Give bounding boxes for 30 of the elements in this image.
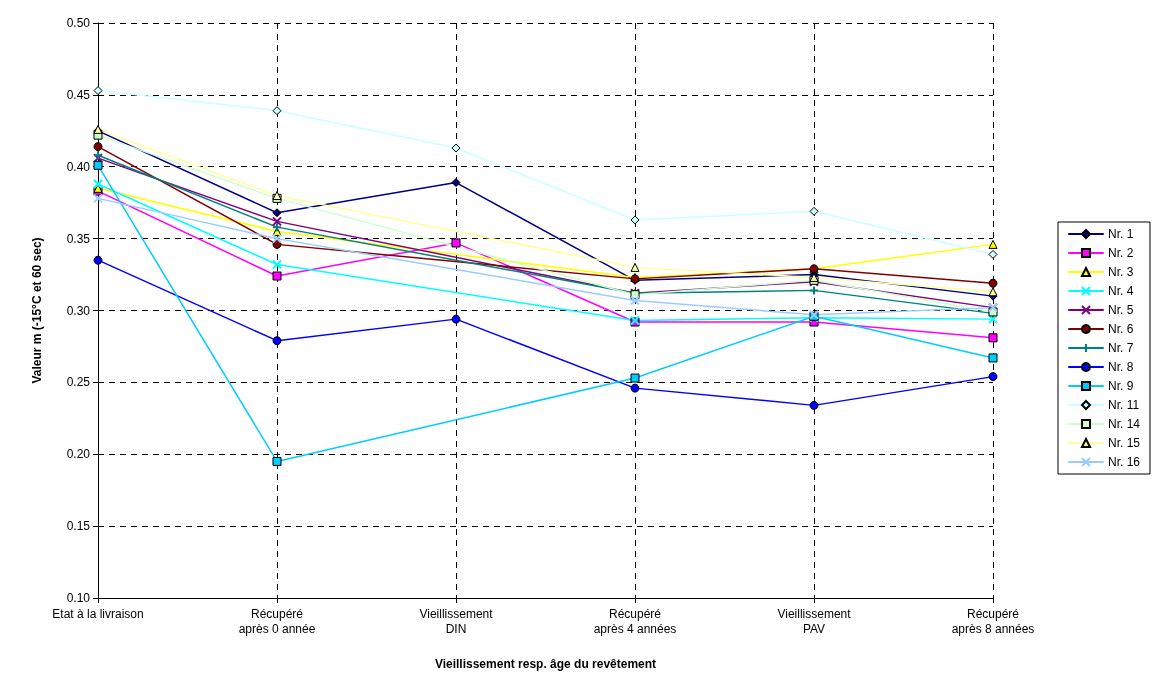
y-tick-label: 0.20: [66, 447, 91, 462]
x-tick-label: Vieillissement PAV: [777, 606, 852, 636]
legend-label: Nr. 14: [1107, 417, 1141, 431]
x-tick-label: Récupéré après 8 années: [951, 606, 1035, 636]
legend-label: Nr. 5: [1107, 303, 1134, 317]
y-tick-label: 0.25: [66, 375, 91, 390]
x-tick-label: Récupéré après 4 années: [593, 606, 677, 636]
x-tick-label: Vieillissement DIN: [419, 606, 494, 636]
y-axis-title: Valeur m (-15°C et 60 sec): [30, 237, 44, 384]
legend-label: Nr. 4: [1107, 284, 1134, 298]
legend-label: Nr. 15: [1107, 436, 1141, 450]
legend-label: Nr. 9: [1107, 379, 1134, 393]
legend-label: Nr. 7: [1107, 341, 1134, 355]
x-tick-label: Etat à la livraison: [52, 606, 144, 621]
x-tick-label: Récupéré après 0 année: [238, 606, 316, 636]
y-tick-label: 0.45: [66, 87, 91, 102]
legend-label: Nr. 11: [1107, 398, 1140, 412]
y-tick-label: 0.35: [66, 231, 91, 246]
legend-label: Nr. 16: [1107, 455, 1141, 469]
legend-label: Nr. 3: [1107, 265, 1134, 279]
y-tick-label: 0.10: [66, 591, 91, 605]
legend-label: Nr. 8: [1107, 360, 1134, 374]
x-axis-title: Vieillissement resp. âge du revêtement: [434, 657, 657, 671]
legend-label: Nr. 2: [1107, 246, 1134, 260]
y-tick-label: 0.15: [66, 519, 91, 534]
y-tick-label: 0.30: [66, 303, 91, 318]
legend-label: Nr. 1: [1107, 227, 1134, 241]
legend-label: Nr. 6: [1107, 322, 1134, 336]
y-tick-label: 0.40: [66, 159, 91, 174]
y-tick-label: 0.50: [66, 16, 91, 30]
